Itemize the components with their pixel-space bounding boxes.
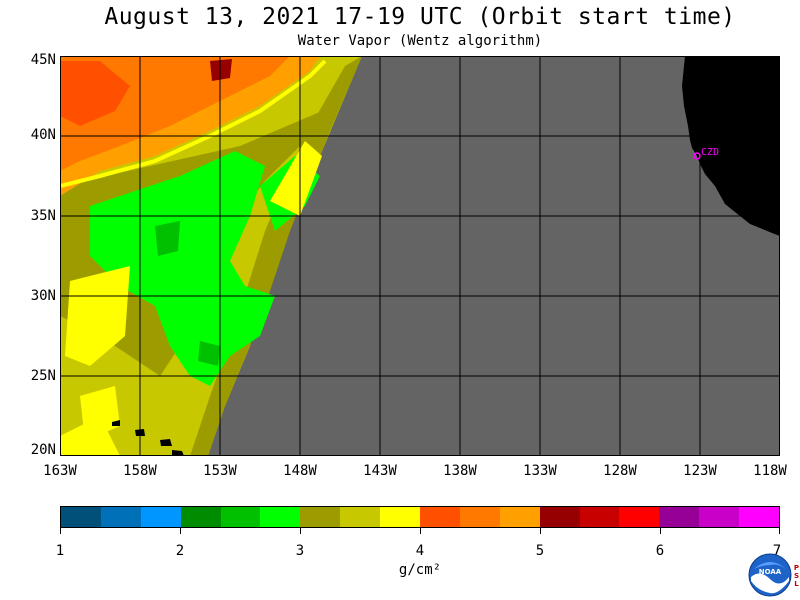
colorbar-segment — [739, 507, 780, 527]
colorbar-segment — [61, 507, 101, 527]
colorbar-segment — [220, 507, 261, 527]
colorbar-label-6: 6 — [655, 543, 665, 559]
swath-bright-yellow-2 — [65, 266, 130, 366]
colorbar-label-5: 5 — [535, 543, 545, 559]
swath-green — [90, 151, 275, 386]
colorbar-segment — [539, 507, 580, 527]
lon-label-163w: 163W — [43, 463, 77, 479]
colorbar — [60, 506, 780, 528]
colorbar-segment — [380, 507, 421, 527]
colorbar-segment — [459, 507, 500, 527]
swath-green-3 — [198, 341, 220, 366]
colorbar-segment — [340, 507, 381, 527]
psl-letter: L — [794, 580, 799, 588]
swath-bright-yellow-4 — [60, 416, 120, 456]
california-land — [682, 56, 780, 236]
lat-label-25n: 25N — [30, 368, 56, 384]
swath-red-orange — [60, 61, 130, 126]
graticule — [60, 56, 780, 456]
map-border — [60, 56, 780, 456]
colorbar-tick — [779, 528, 780, 534]
swath-green-2 — [155, 221, 180, 256]
colorbar-tick — [420, 528, 421, 534]
chart-subtitle: Water Vapor (Wentz algorithm) — [297, 33, 543, 49]
noaa-logo-icon: NOAA — [748, 553, 792, 597]
colorbar-segment — [579, 507, 620, 527]
lon-label-128w: 128W — [603, 463, 637, 479]
colorbar-tick — [540, 528, 541, 534]
colorbar-segment — [300, 507, 341, 527]
map-panel: CZD — [60, 56, 780, 456]
lon-label-138w: 138W — [443, 463, 477, 479]
colorbar-label-7: 7 — [772, 543, 782, 559]
lon-label-153w: 153W — [203, 463, 237, 479]
station-marker — [693, 152, 701, 160]
island-1 — [112, 420, 120, 426]
lat-label-20n: 20N — [30, 442, 56, 458]
chart-title: August 13, 2021 17-19 UTC (Orbit start t… — [104, 4, 736, 30]
psl-side-label: P S L — [793, 564, 800, 588]
lon-label-148w: 148W — [283, 463, 317, 479]
colorbar-tick — [60, 528, 61, 534]
colorbar-segment — [699, 507, 740, 527]
colorbar-segment — [499, 507, 540, 527]
lat-label-40n: 40N — [30, 127, 56, 143]
colorbar-tick — [180, 528, 181, 534]
colorbar-label-3: 3 — [295, 543, 305, 559]
colorbar-segment — [140, 507, 181, 527]
lon-label-158w: 158W — [123, 463, 157, 479]
swath-bright-yellow-1 — [270, 141, 322, 216]
swath-dark-red — [210, 59, 232, 81]
lon-label-143w: 143W — [363, 463, 397, 479]
colorbar-label-4: 4 — [415, 543, 425, 559]
psl-letter: S — [793, 572, 800, 580]
colorbar-segment — [420, 507, 460, 527]
island-4 — [172, 450, 184, 456]
colorbar-segment — [659, 507, 700, 527]
colorbar-tick — [660, 528, 661, 534]
water-vapor-map: CZD — [60, 56, 780, 456]
lat-label-45n: 45N — [30, 52, 56, 68]
colorbar-segment — [619, 507, 660, 527]
psl-letter: P — [793, 564, 800, 572]
colorbar-segment — [260, 507, 301, 527]
colorbar-segment — [100, 507, 141, 527]
colorbar-units: g/cm² — [398, 562, 442, 578]
lon-label-133w: 133W — [523, 463, 557, 479]
colorbar-label-1: 1 — [55, 543, 65, 559]
lon-label-118w: 118W — [753, 463, 787, 479]
logo-wordmark: NOAA — [759, 568, 782, 576]
colorbar-tick — [300, 528, 301, 534]
lat-label-30n: 30N — [30, 288, 56, 304]
lat-label-35n: 35N — [30, 208, 56, 224]
colorbar-label-2: 2 — [175, 543, 185, 559]
lon-label-123w: 123W — [683, 463, 717, 479]
colorbar-segment — [180, 507, 221, 527]
island-3 — [160, 439, 172, 446]
station-label: CZD — [701, 147, 719, 158]
